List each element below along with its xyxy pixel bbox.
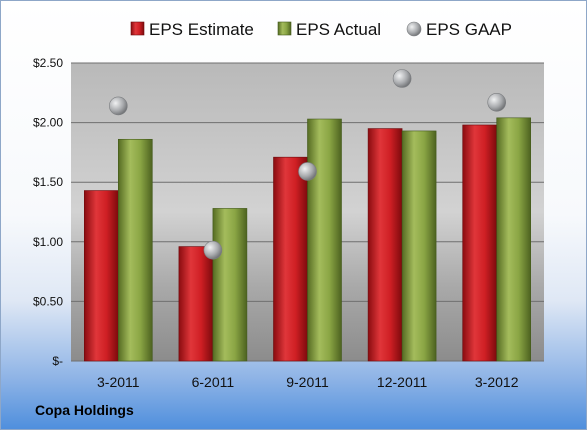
marker-eps-gaap-3-2012	[487, 93, 507, 112]
marker-eps-gaap-12-2011	[392, 69, 412, 88]
y-tick-label: $2.50	[33, 56, 63, 70]
bar-eps-actual-9-2011	[307, 118, 342, 362]
y-tick-label: $1.50	[33, 175, 63, 189]
x-tick-label: 9-2011	[286, 374, 329, 390]
legend-swatch-eps-gaap	[406, 21, 422, 37]
legend: EPS Estimate EPS Actual EPS GAAP	[130, 20, 512, 39]
x-tick-label: 12-2011	[377, 374, 428, 390]
x-tick-label: 3-2011	[97, 374, 140, 390]
gaap-markers	[109, 69, 507, 260]
bar-eps-actual-3-2011	[118, 138, 153, 362]
bar-eps-estimate-12-2011	[367, 128, 403, 362]
legend-swatch-eps-actual	[277, 21, 292, 36]
bar-eps-estimate-6-2011	[178, 246, 214, 362]
bar-eps-estimate-9-2011	[273, 156, 308, 362]
y-tick-label: $2.00	[33, 116, 63, 130]
legend-label-eps-estimate: EPS Estimate	[149, 20, 254, 39]
y-tick-label: $0.50	[33, 294, 63, 308]
bar-eps-actual-12-2011	[401, 130, 437, 362]
legend-label-eps-actual: EPS Actual	[296, 20, 381, 39]
axis-labels: $- $0.50 $1.00 $1.50 $2.00 $2.50 3-2011 6-2011 9…	[33, 56, 519, 390]
y-tick-label: $1.00	[33, 235, 63, 249]
x-tick-label: 6-2011	[192, 374, 235, 390]
bar-eps-actual-3-2012	[496, 117, 532, 362]
company-name: Copa Holdings	[35, 402, 134, 418]
marker-eps-gaap-6-2011	[203, 240, 223, 260]
y-tick-label: $-	[52, 354, 63, 368]
bar-eps-estimate-3-2012	[462, 124, 498, 362]
legend-label-eps-gaap: EPS GAAP	[426, 20, 512, 39]
marker-eps-gaap-3-2011	[109, 96, 128, 116]
bar-eps-estimate-3-2011	[84, 190, 119, 362]
bars	[84, 117, 532, 362]
marker-eps-gaap-9-2011	[298, 162, 317, 181]
x-tick-label: 3-2012	[475, 374, 519, 390]
bar-eps-actual-6-2011	[212, 208, 248, 362]
legend-swatch-eps-estimate	[130, 21, 145, 36]
